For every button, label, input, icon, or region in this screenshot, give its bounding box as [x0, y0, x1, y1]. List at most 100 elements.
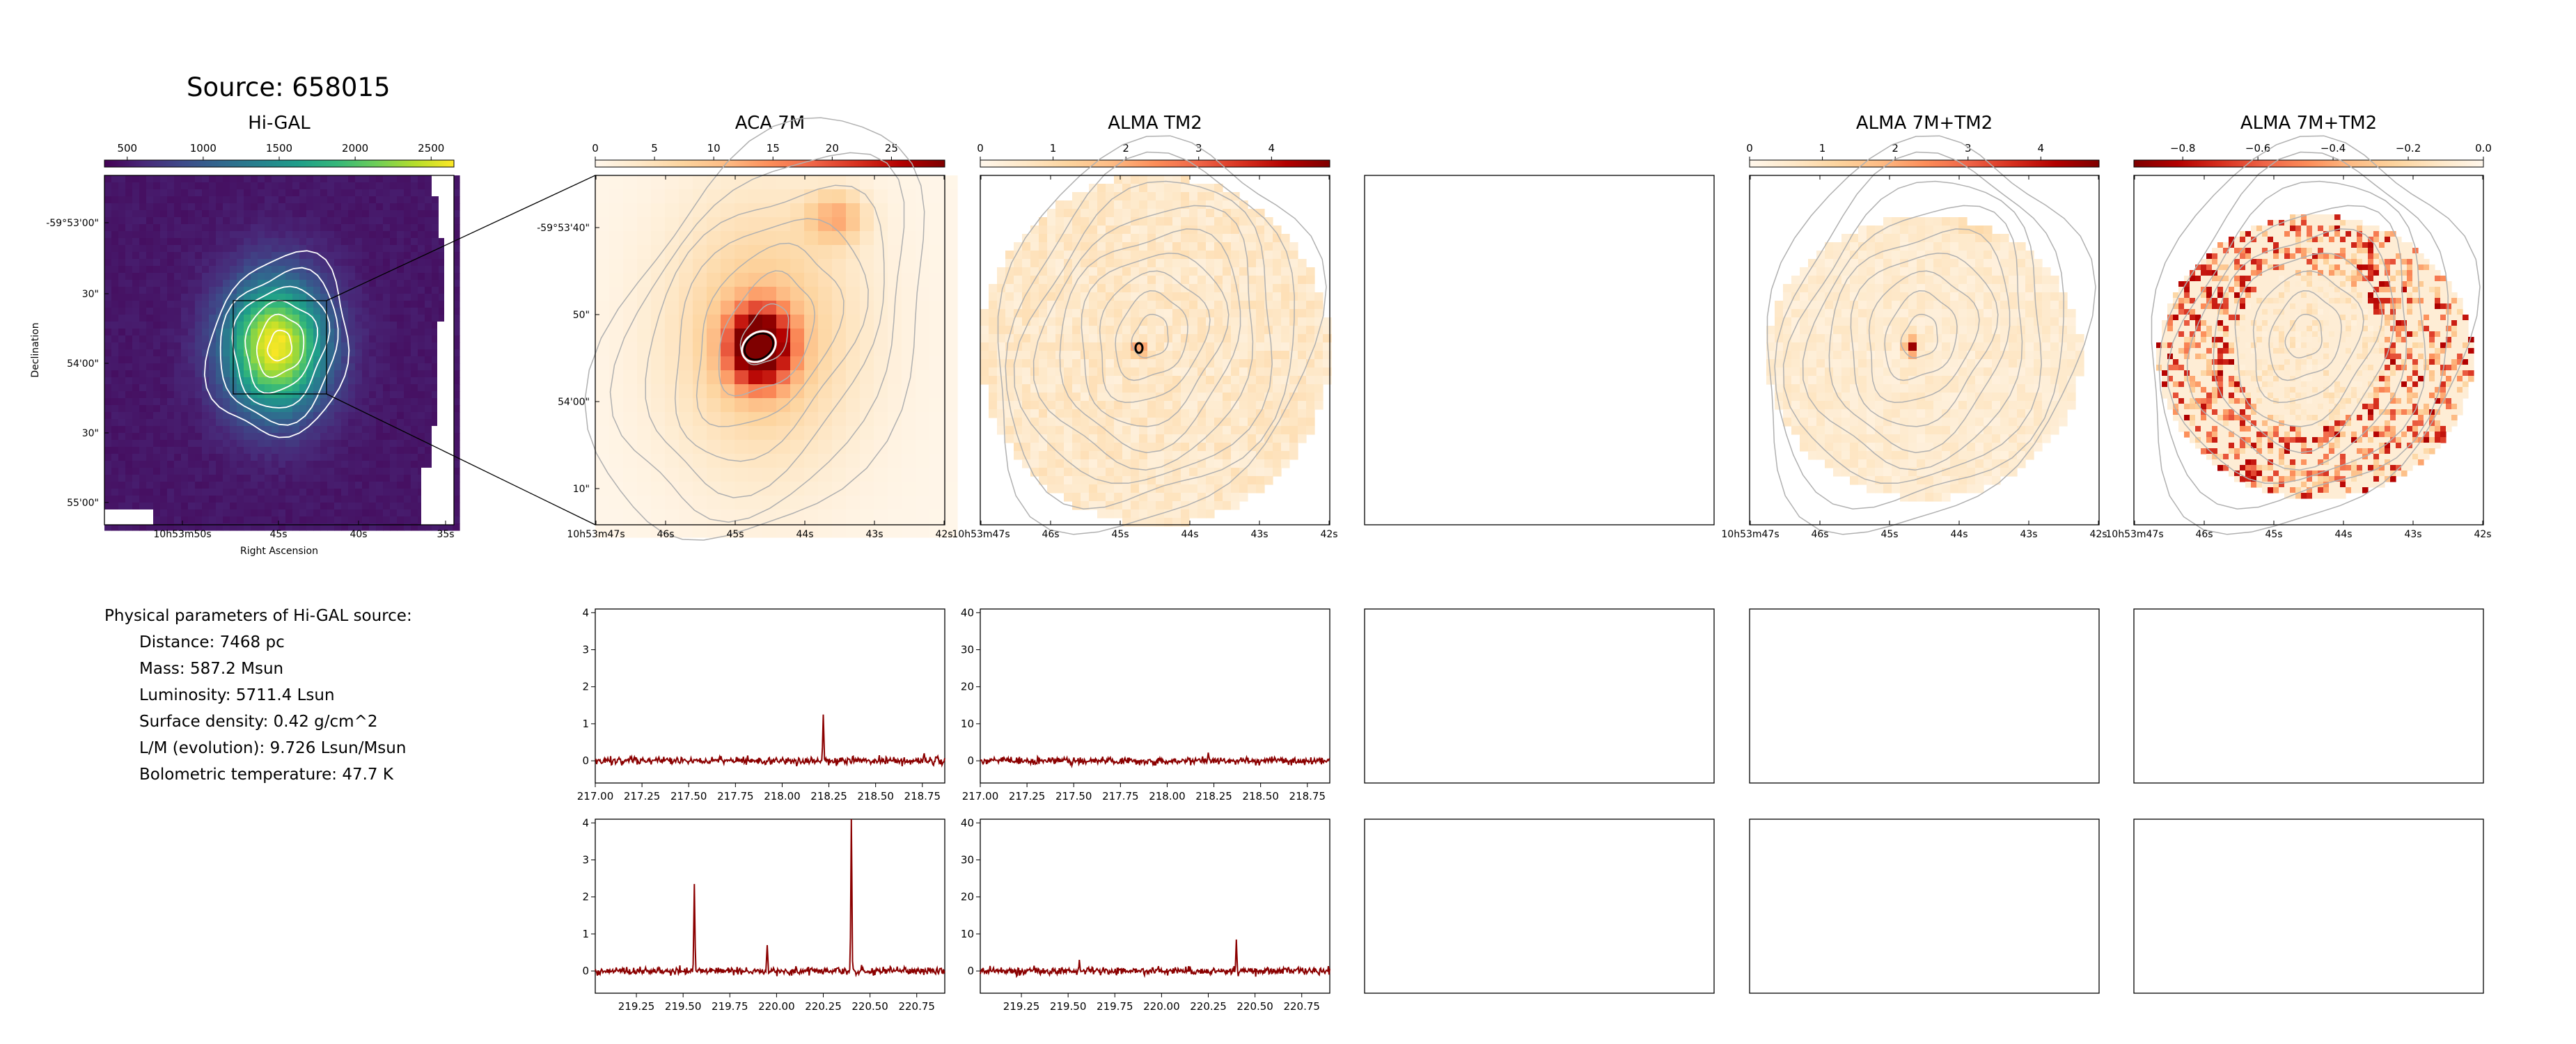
- higal-pixel: [139, 196, 147, 204]
- higal-pixel: [230, 440, 237, 448]
- aca7m-pixel: [902, 426, 916, 441]
- aca7m-pixel: [623, 468, 638, 482]
- higal-pixel: [160, 503, 168, 510]
- higal-pixel: [237, 196, 244, 204]
- higal-pixel: [425, 335, 432, 343]
- higal-pixel: [306, 509, 314, 517]
- higal-pixel: [397, 398, 405, 406]
- higal-pixel: [209, 308, 217, 315]
- higal-pixel: [376, 509, 384, 517]
- params-header: Physical parameters of Hi-GAL source:: [104, 607, 412, 625]
- tm2-pixel: [1214, 292, 1223, 301]
- higal-pixel: [411, 245, 418, 253]
- combo-pixel: [1900, 226, 1909, 235]
- higal-pixel: [188, 356, 196, 364]
- higal-pixel: [118, 370, 126, 378]
- higal-pixel: [362, 496, 370, 503]
- tm2-pixel: [989, 401, 998, 410]
- aca7m-pixel: [832, 245, 847, 260]
- higal-pixel: [258, 503, 265, 510]
- aca7m-pixel: [721, 342, 735, 357]
- higal-pixel: [425, 294, 432, 301]
- aca7m-pixel: [707, 329, 721, 343]
- higal-pixel: [376, 217, 384, 225]
- higal-pixel: [251, 482, 258, 489]
- higal-pixel: [320, 252, 328, 260]
- tm2-pixel: [1122, 200, 1131, 209]
- aca7m-pixel: [748, 301, 763, 315]
- aca7m-pixel: [707, 370, 721, 385]
- tm2-pixel: [1231, 501, 1240, 510]
- higal-blank: [439, 196, 454, 238]
- aca7m-pixel: [874, 440, 888, 454]
- tm2-pixel: [1206, 226, 1215, 235]
- higal-pixel: [153, 287, 161, 294]
- higal-pixel: [188, 210, 196, 218]
- higal-pixel: [418, 454, 425, 461]
- higal-pixel: [181, 356, 189, 364]
- higal-pixel: [265, 370, 272, 378]
- higal-pixel: [299, 189, 307, 197]
- aca7m-pixel: [693, 426, 707, 441]
- tm2-pixel: [1239, 418, 1248, 427]
- higal-pixel: [118, 189, 126, 197]
- tm2-pixel: [1197, 267, 1207, 276]
- higal-pixel: [432, 315, 439, 322]
- higal-pixel: [306, 224, 314, 232]
- tm2-pixel: [1197, 493, 1207, 502]
- higal-pixel: [111, 496, 119, 503]
- higal-pixel: [251, 252, 258, 260]
- tm2-pixel: [1064, 351, 1073, 360]
- combo-cbar-tick-label: 3: [1965, 142, 1972, 155]
- higal-pixel: [397, 454, 405, 461]
- higal-pixel: [272, 405, 279, 413]
- higal-pixel: [111, 259, 119, 267]
- higal-pixel: [139, 266, 147, 274]
- higal-pixel: [202, 370, 210, 378]
- higal-pixel: [418, 203, 425, 211]
- higal-pixel: [285, 203, 293, 211]
- higal-pixel: [272, 280, 279, 287]
- aca7m-pixel: [735, 315, 749, 329]
- aca7m-pixel: [748, 189, 763, 204]
- higal-pixel: [272, 377, 279, 385]
- tm2-pixel: [1206, 209, 1215, 218]
- aca7m-pixel: [665, 509, 680, 524]
- combo-pixel: [2017, 251, 2026, 260]
- aca7m-pixel: [665, 329, 680, 343]
- tm2-pixel: [1089, 234, 1098, 243]
- higal-pixel: [453, 217, 460, 225]
- higal-pixel: [278, 349, 286, 357]
- tm2-pixel: [1106, 451, 1115, 460]
- tm2-pixel: [1189, 451, 1198, 460]
- higal-pixel: [202, 189, 210, 197]
- higal-pixel: [369, 384, 377, 392]
- higal-pixel: [209, 426, 217, 434]
- tm2-pixel: [1248, 284, 1257, 293]
- combo-pixel: [2034, 267, 2043, 276]
- tm2-pixel: [997, 393, 1006, 402]
- higal-pixel: [265, 273, 272, 280]
- higal-pixel: [160, 266, 168, 274]
- higal-pixel: [292, 489, 300, 496]
- tm2-pixel: [1139, 175, 1148, 184]
- aca7m-pixel: [637, 287, 652, 301]
- tm2-pixel: [1273, 242, 1282, 251]
- tm2-pixel: [1072, 484, 1081, 493]
- higal-pixel: [272, 217, 279, 225]
- higal-pixel: [320, 482, 328, 489]
- tm2-pixel: [1189, 301, 1198, 310]
- aca7m-pixel: [679, 259, 693, 274]
- aca7m-cbar-tick-label: 20: [826, 142, 839, 155]
- higal-pixel: [230, 224, 237, 232]
- higal-pixel: [251, 475, 258, 482]
- higal-pixel: [327, 301, 335, 308]
- higal-pixel: [383, 412, 391, 420]
- tm2-pixel: [1131, 209, 1140, 218]
- aca7m-pixel: [707, 440, 721, 454]
- tm2-pixel: [1231, 367, 1240, 377]
- higal-pixel: [425, 280, 432, 287]
- higal-pixel: [167, 496, 175, 503]
- higal-pixel: [216, 482, 223, 489]
- higal-pixel: [411, 496, 418, 503]
